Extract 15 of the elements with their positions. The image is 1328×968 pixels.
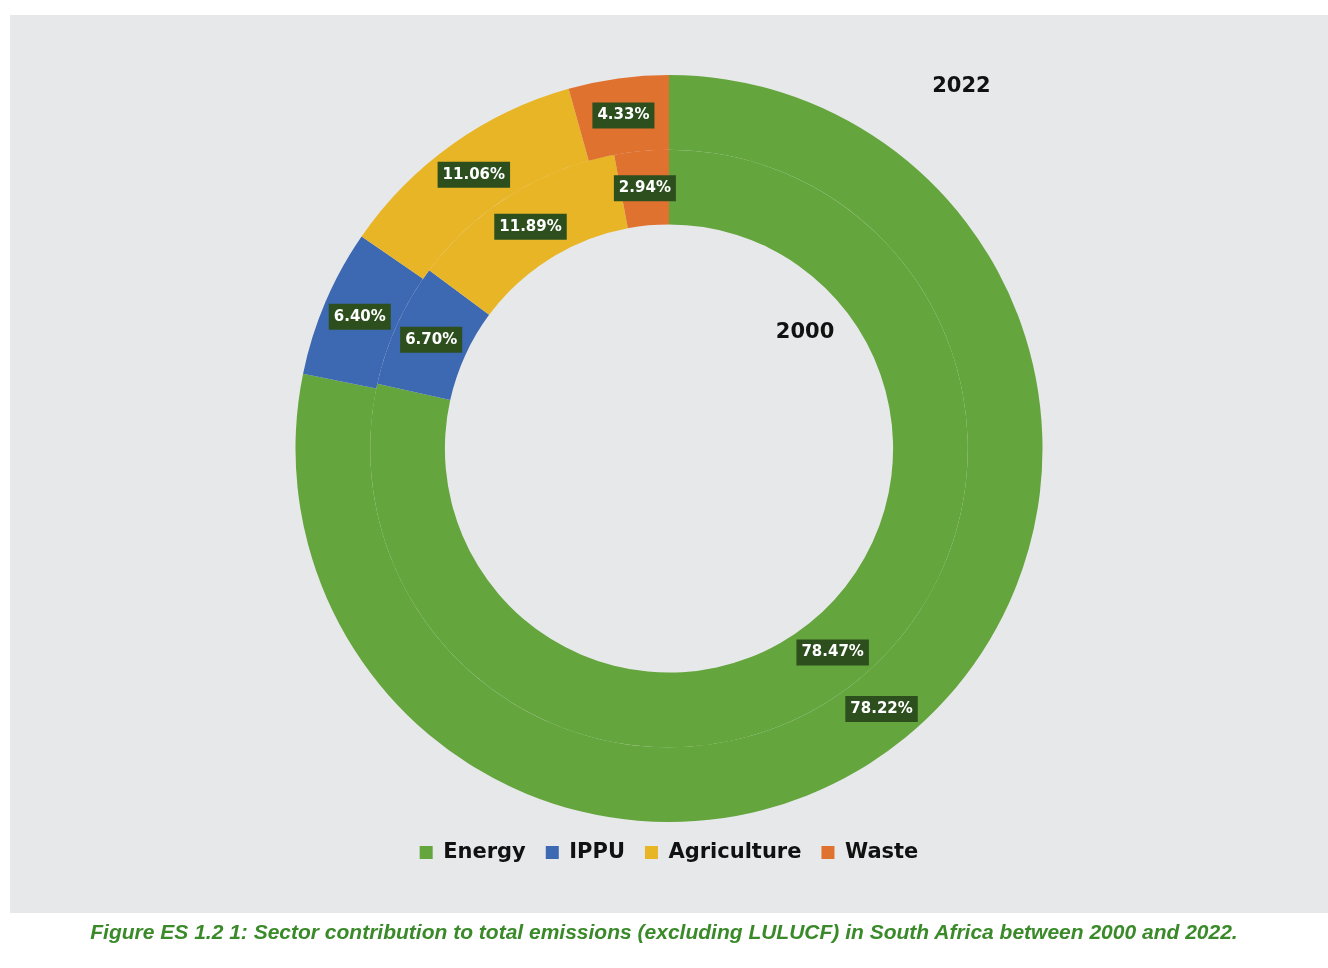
legend-label: Waste (844, 838, 919, 863)
data-label: 11.06% (442, 164, 506, 183)
data-label: 78.22% (850, 698, 913, 717)
data-label: 4.33% (597, 105, 650, 124)
legend-label: IPPU (569, 838, 625, 863)
slice-label: 2022 (932, 72, 991, 97)
legend-label: Energy (443, 838, 527, 863)
data-label: 78.47% (801, 642, 864, 661)
data-label: 11.89% (499, 216, 562, 235)
text: Figure ES 1.2 1: Sector contribution to total emissions (excluding LULUCF) in South Africa between 2000 and 2022. (89, 920, 1239, 944)
data-label: 6.70% (405, 329, 458, 348)
slice-label: 2000 (775, 318, 835, 343)
legend-label: Agriculture (668, 838, 802, 863)
data-label: 6.40% (333, 306, 386, 325)
data-label: 2.94% (618, 178, 671, 197)
